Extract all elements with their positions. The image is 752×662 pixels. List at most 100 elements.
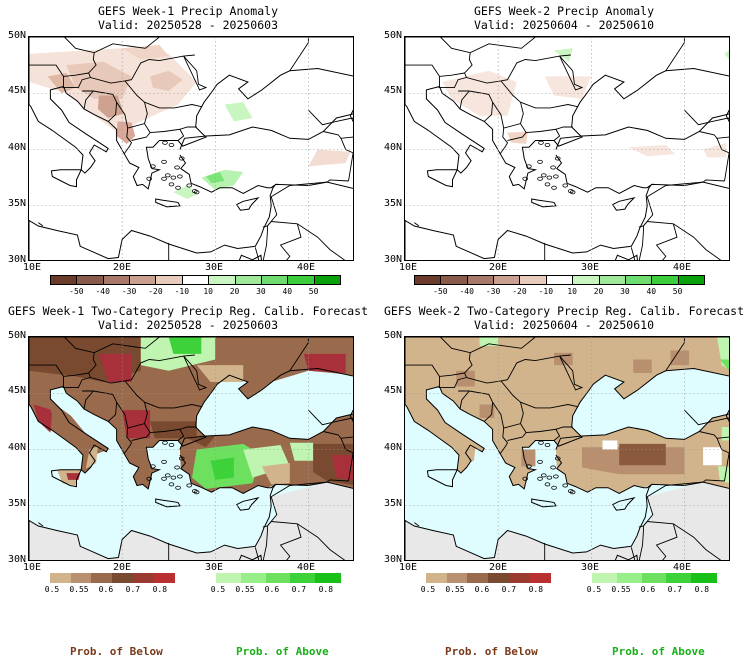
country-border [440,37,536,54]
colorbar-swatch [234,275,262,285]
island-outline [538,440,544,445]
colorbar-tick-label: 0.6 [264,585,280,594]
island-outline [546,175,553,180]
colorbar-swatch [466,275,495,285]
island-outline [164,173,171,178]
prob-below-moderate [554,352,573,366]
country-border [414,522,420,527]
colorbar-tick-label: 0.8 [318,585,334,594]
colorbar-swatch [426,573,448,583]
colorbar-swatch [216,573,242,583]
country-border [699,131,729,139]
colorbar-swatch [624,275,653,285]
prob-above-colorbar: 0.5 0.55 0.6 0.7 0.8 [211,573,346,597]
anomaly-wet-light [224,102,253,122]
island-outline [562,483,569,488]
anomaly-wet-light [173,185,197,199]
coastline-anatolia [29,413,353,560]
prob-below-colorbar: 0.5 0.55 0.6 0.7 0.8 [45,573,180,597]
colorbar-swatch [519,275,547,285]
masked-land-east [168,482,353,560]
country-border [440,337,536,354]
colorbar-swatch [508,573,531,583]
prob-below-moderate [479,404,495,418]
lon-label: 40E [296,262,316,273]
country-border [29,364,89,377]
country-border [38,522,44,527]
country-border [459,90,470,110]
anomaly-colorbar: -50 -40 -30 -20 -10 10 20 30 40 50 [40,275,356,299]
coastline-anatolia [405,413,729,560]
colorbar-swatch [446,573,469,583]
colorbar-swatch [440,275,468,285]
colorbar-tick-label: -10 [174,287,190,296]
colorbar-tick-label: 0.8 [528,585,544,594]
coastline-sicily [50,469,82,488]
coastline-sicily [426,469,458,488]
colorbar-swatch [691,573,717,583]
panel-valid: Valid: 20250528 - 20250603 [97,318,278,332]
country-border [62,377,91,389]
country-border [254,247,260,260]
country-border [183,355,199,388]
anomaly-dry-light [628,145,676,157]
colorbar-tick-label: -50 [433,287,448,296]
island-outline [174,165,180,170]
colorbar-swatch [666,573,693,583]
coastline-europe [405,37,729,190]
colorbar-tick-label: 0.55 [235,585,255,594]
island-outline [569,190,576,195]
country-border [270,181,328,198]
island-outline [522,176,528,181]
colorbar-swatch [240,573,267,583]
colorbar-tick-label: 0.55 [445,585,465,594]
coastline-gulf-aqaba [614,554,638,560]
lon-label: 40E [672,562,692,573]
colorbar-swatch [651,275,679,285]
coastline-cyprus [611,197,636,211]
prob-below-moderate [633,359,652,373]
map-week1-probability [28,336,354,561]
country-border [38,222,44,227]
map-canvas [29,337,353,560]
lat-label: 30N [7,254,26,265]
country-border [646,481,704,498]
panel-week1-anomaly: GEFS Week-1 Precip Anomaly Valid: 202505… [0,0,376,300]
lat-label: 40N [7,442,26,453]
lon-label: 20E [488,562,508,573]
anomaly-dry-light [122,44,169,60]
panel-week2-anomaly: GEFS Week-2 Precip Anomaly Valid: 202506… [376,0,752,300]
prob-above-high [168,337,202,354]
footer-prob-below-right: Prob. of Below [445,645,538,658]
country-border [492,101,509,155]
country-border [665,37,685,72]
country-border [262,226,268,260]
colorbar-tick-label: -30 [485,287,501,296]
footer-prob-above-right: Prob. of Above [612,645,705,658]
lat-label: 40N [7,142,26,153]
island-outline [567,189,574,194]
island-outline [161,476,167,481]
country-border [559,355,584,391]
island-outline [562,183,569,188]
island-outline [146,476,152,481]
coastline-crete [531,498,557,508]
masked-land-west [29,520,169,560]
island-outline [175,185,181,190]
coastline-crete [155,198,181,208]
colorbar-swatch [488,573,510,583]
colorbar-swatch [132,573,155,583]
country-border [262,526,268,560]
footer-prob-above-left: Prob. of Above [236,645,329,658]
country-border [144,401,203,409]
anomaly-dry-strong [97,95,124,118]
colorbar-swatch [493,275,521,285]
country-border [289,37,309,72]
lon-label: 30E [204,262,224,273]
colorbar-tick-label: 50 [308,287,319,296]
country-border [699,431,729,439]
country-border [464,352,571,384]
coastline-sicily [50,169,82,188]
colorbar-tick-label: 0.55 [69,585,89,594]
colorbar-tick-label: -50 [69,287,84,296]
